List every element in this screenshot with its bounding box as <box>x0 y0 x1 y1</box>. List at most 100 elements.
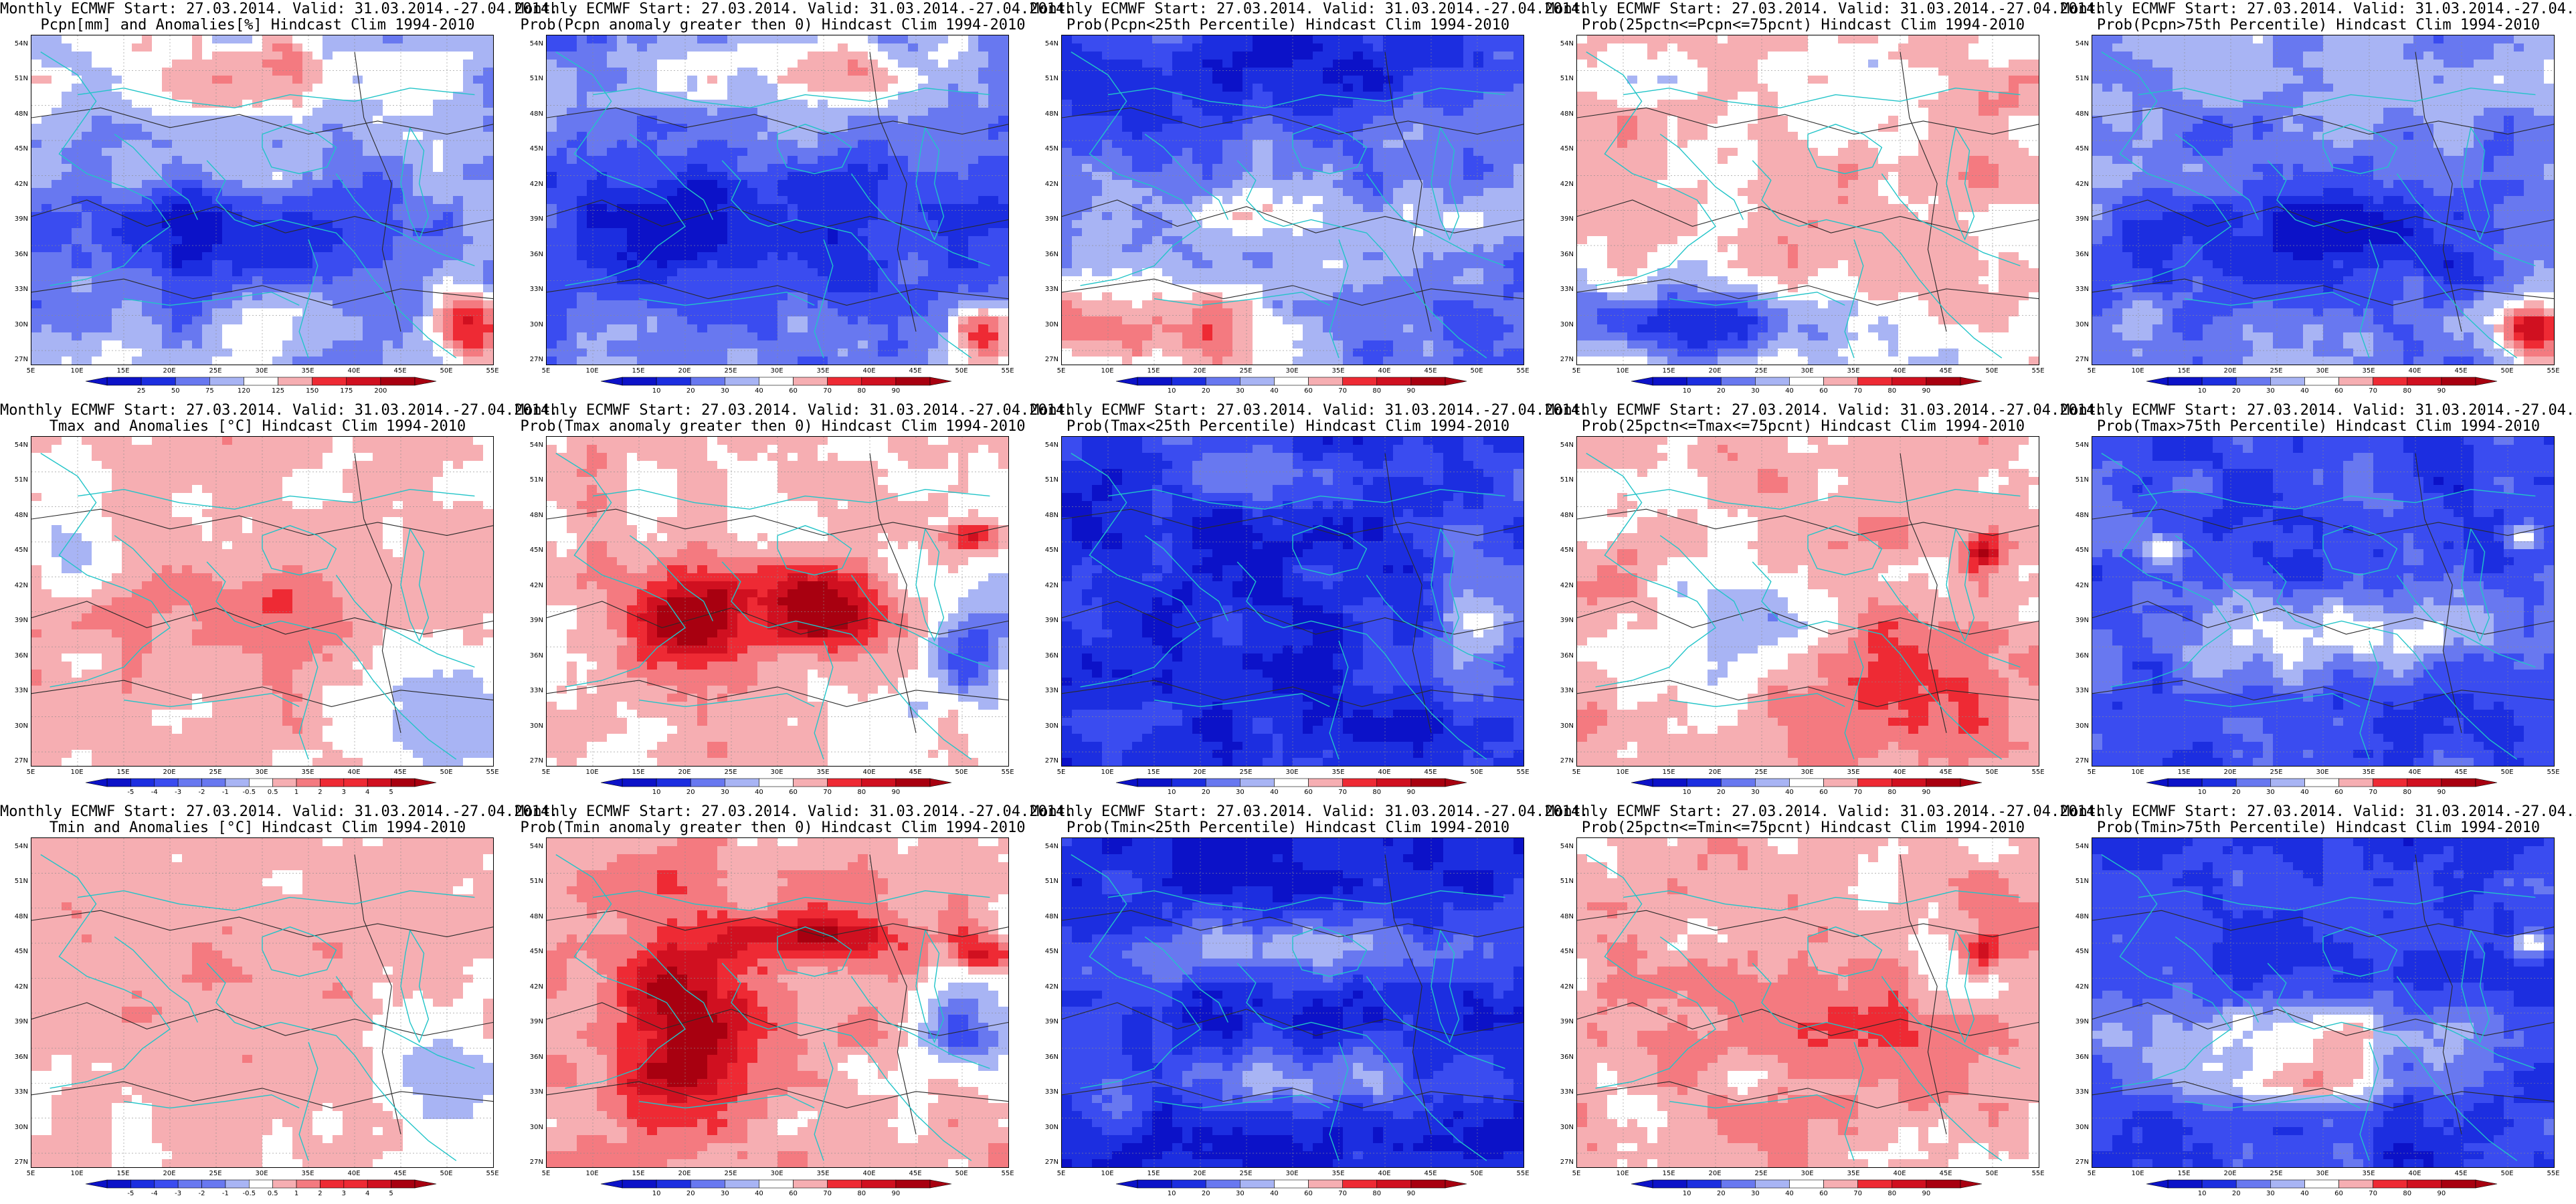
longitude-label: 55E <box>486 367 498 375</box>
colorbar-tick-label: 30 <box>1751 387 1760 395</box>
contour-lines <box>2092 52 2554 332</box>
colorbar-tick-label: 90 <box>1407 387 1416 395</box>
panel-title-line1: Monthly ECMWF Start: 27.03.2014. Valid: … <box>0 1 558 17</box>
colorbar-tick-label: -4 <box>151 789 158 796</box>
forecast-map <box>31 837 494 1168</box>
latitude-label: 36N <box>1 652 28 660</box>
coastlines <box>40 453 475 760</box>
colorbar-tick-label: 10 <box>652 789 661 796</box>
latitude-label: 42N <box>2062 181 2089 188</box>
contour-lines <box>1577 52 2039 332</box>
coastlines <box>555 52 990 359</box>
latitude-label: 33N <box>1 687 28 694</box>
colorbar-tick-label: 90 <box>1922 387 1931 395</box>
colorbar-svg <box>2146 1179 2498 1189</box>
forecast-map <box>1061 35 1524 365</box>
colorbar-tick-label: 70 <box>1853 789 1862 796</box>
colorbar-tick-label: 60 <box>2334 1190 2343 1197</box>
latitude-label: 42N <box>1032 983 1059 991</box>
colorbar-svg <box>1115 377 1467 386</box>
forecast-panel: Monthly ECMWF Start: 27.03.2014. Valid: … <box>515 0 1073 401</box>
colorbar <box>1626 778 1987 787</box>
colorbar-tick-label: 30 <box>721 789 729 796</box>
longitude-label: 5E <box>2088 367 2096 375</box>
forecast-map <box>31 436 494 767</box>
colorbar-tick-label: 90 <box>2437 789 2446 796</box>
contour-lines <box>547 453 1008 733</box>
map-field-svg <box>1577 838 2039 1167</box>
colorbar-tick-label: 80 <box>1372 387 1381 395</box>
longitude-label: 45E <box>909 769 921 776</box>
latitude-label: 33N <box>1032 286 1059 293</box>
latitude-label: 36N <box>2062 251 2089 258</box>
latitude-label: 27N <box>1 1159 28 1166</box>
longitude-label: 55E <box>2031 769 2044 776</box>
latitude-label: 27N <box>1032 356 1059 363</box>
longitude-label: 5E <box>27 367 35 375</box>
latitude-label: 39N <box>1032 215 1059 223</box>
longitude-label: 40E <box>347 367 360 375</box>
colorbar-tick-label: 90 <box>2437 387 2446 395</box>
panel-title-line1: Monthly ECMWF Start: 27.03.2014. Valid: … <box>1030 804 1588 820</box>
colorbar <box>80 1179 442 1189</box>
colorbar-tick-label: 40 <box>1270 1190 1279 1197</box>
latitude-label: 27N <box>1547 757 1574 765</box>
latitude-label: 45N <box>1032 948 1059 955</box>
latitude-label: 39N <box>1547 1018 1574 1025</box>
longitude-label: 10E <box>70 1170 83 1177</box>
longitude-label: 10E <box>2131 367 2144 375</box>
longitude-label: 10E <box>1616 769 1629 776</box>
colorbar-tick-label: 30 <box>721 387 729 395</box>
colorbar-tick-label: 90 <box>2437 1190 2446 1197</box>
latitude-label: 54N <box>517 40 543 47</box>
colorbar-tick-label: 60 <box>1304 387 1313 395</box>
latitude-label: 36N <box>1547 1054 1574 1061</box>
longitude-label: 15E <box>2177 1170 2190 1177</box>
latitude-label: 48N <box>1032 512 1059 519</box>
longitude-label: 50E <box>2500 1170 2513 1177</box>
colorbar-tick-label: 20 <box>686 387 695 395</box>
longitude-label: 40E <box>862 1170 875 1177</box>
longitude-label: 40E <box>1378 367 1390 375</box>
latitude-label: 30N <box>1 722 28 730</box>
longitude-label: 35E <box>1847 769 1859 776</box>
latitude-label: 48N <box>1 512 28 519</box>
longitude-label: 10E <box>1616 1170 1629 1177</box>
colorbar-tick-label: 10 <box>1168 387 1176 395</box>
colorbar <box>2141 377 2502 386</box>
longitude-label: 40E <box>347 769 360 776</box>
panel-title-line2: Prob(Tmax<25th Percentile) Hindcast Clim… <box>1030 419 1546 435</box>
latitude-label: 48N <box>2062 512 2089 519</box>
latitude-label: 51N <box>1032 476 1059 484</box>
colorbar <box>2141 778 2502 787</box>
latitude-label: 45N <box>2062 546 2089 554</box>
latitude-label: 51N <box>1547 878 1574 885</box>
latitude-label: 48N <box>517 110 543 118</box>
latitude-label: 42N <box>1032 582 1059 589</box>
latitude-label: 27N <box>2062 757 2089 765</box>
longitude-label: 15E <box>116 769 129 776</box>
panel-title-line2: Prob(Tmin>75th Percentile) Hindcast Clim… <box>2061 820 2576 836</box>
longitude-label: 55E <box>2547 367 2559 375</box>
colorbar-tick-label: 75 <box>205 387 214 395</box>
latitude-label: 33N <box>1547 1088 1574 1096</box>
forecast-panel: Monthly ECMWF Start: 27.03.2014. Valid: … <box>1030 803 1588 1204</box>
longitude-label: 45E <box>1939 367 1952 375</box>
colorbar-tick-label: 60 <box>2334 789 2343 796</box>
coastlines <box>1586 52 2021 359</box>
longitude-label: 15E <box>2177 367 2190 375</box>
contour-lines <box>1062 52 1524 332</box>
longitude-label: 35E <box>301 367 314 375</box>
colorbar-tick-label: 80 <box>1888 387 1896 395</box>
longitude-label: 35E <box>1331 769 1344 776</box>
longitude-label: 5E <box>1572 1170 1581 1177</box>
longitude-label: 25E <box>724 769 737 776</box>
longitude-label: 45E <box>909 367 921 375</box>
panel-title-line1: Monthly ECMWF Start: 27.03.2014. Valid: … <box>1546 403 2104 419</box>
longitude-label: 15E <box>1147 769 1160 776</box>
longitude-label: 5E <box>27 769 35 776</box>
latitude-label: 54N <box>1032 441 1059 449</box>
latitude-label: 54N <box>517 843 543 850</box>
longitude-label: 50E <box>2500 367 2513 375</box>
colorbar-tick-label: 4 <box>365 1190 369 1197</box>
